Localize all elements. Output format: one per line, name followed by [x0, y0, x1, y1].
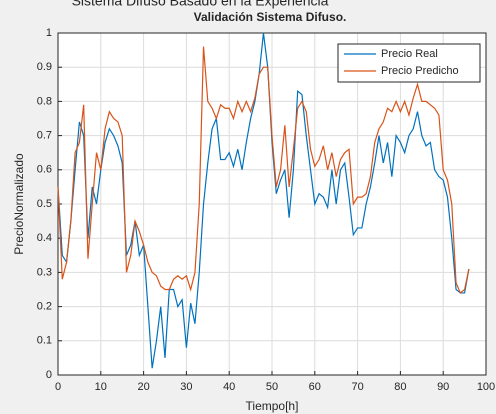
legend-label: Precio Predicho: [381, 65, 459, 77]
x-tick-label: 100: [477, 381, 495, 393]
data-line: [57, 46, 470, 294]
y-tick-label: 0.5: [37, 198, 52, 210]
y-axis-label: PrecioNormalizado: [12, 153, 26, 255]
y-tick-label: 0.3: [37, 266, 52, 278]
y-tick-label: 0.8: [37, 95, 52, 107]
y-tick-label: 0.7: [37, 130, 52, 142]
plot-frame: [57, 32, 487, 376]
y-tick-label: 0.6: [37, 164, 52, 176]
y-tick-label: 0.2: [37, 301, 52, 313]
page-heading: Sistema Difuso Basado en la Experiencia: [72, 0, 329, 9]
x-tick-label: 0: [55, 381, 61, 393]
x-tick-label: 60: [309, 381, 321, 393]
y-tick-label: 0.4: [37, 232, 52, 244]
legend-label: Precio Real: [381, 48, 438, 60]
x-tick-label: 80: [394, 381, 406, 393]
x-tick-label: 40: [223, 381, 235, 393]
x-tick-label: 90: [437, 381, 449, 393]
y-tick-label: 1: [46, 27, 52, 39]
x-tick-label: 70: [351, 381, 363, 393]
chart-title: Validación Sistema Difuso.: [194, 10, 347, 24]
x-tick-label: 30: [180, 381, 192, 393]
y-tick-label: 0.9: [37, 61, 52, 73]
x-tick-label: 20: [137, 381, 149, 393]
y-tick-label: 0.1: [37, 335, 52, 347]
x-tick-label: 10: [95, 381, 107, 393]
x-axis-label: Tiempo[h]: [246, 399, 299, 413]
y-tick-label: 0: [46, 369, 52, 381]
x-tick-label: 50: [266, 381, 278, 393]
legend-box: [337, 43, 481, 83]
